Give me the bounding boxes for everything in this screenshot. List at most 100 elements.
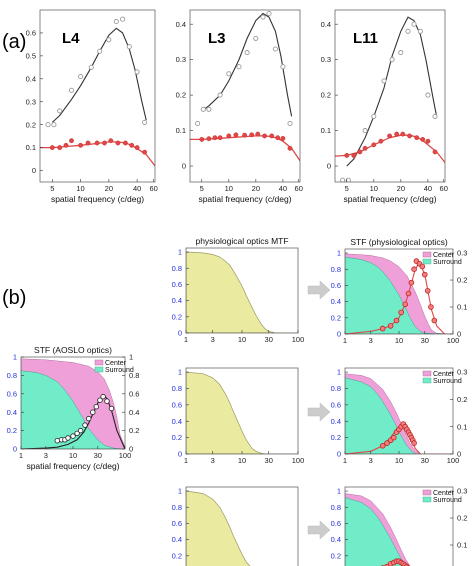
- data-point-red: [275, 135, 281, 141]
- y-tick-label: 0.6: [172, 519, 182, 528]
- data-point-red: [142, 149, 148, 155]
- mtf-area: [186, 251, 298, 333]
- y-tick-label: 0.2: [7, 426, 17, 435]
- plot-area: [186, 371, 298, 454]
- legend-swatch-center: [94, 359, 104, 366]
- chart-stf3: 13103010000.20.40.60.8100.10.20.3CenterS…: [331, 487, 467, 566]
- y-right-tick-label: 0.2: [457, 276, 467, 285]
- y-tick-label: 0.4: [321, 20, 331, 29]
- plot-area: [40, 16, 155, 167]
- x-tick-label: 40: [279, 184, 287, 193]
- data-point-gray: [226, 71, 232, 77]
- y-right-tick-label: 0.2: [129, 426, 139, 435]
- data-point-red: [394, 131, 400, 137]
- data-point-red: [262, 133, 267, 139]
- y-right-tick-label: 1: [129, 353, 133, 362]
- y-tick-label: 0.6: [7, 389, 17, 398]
- arrow-shape: [307, 402, 331, 422]
- data-point-red: [206, 136, 212, 142]
- y-tick-label: 0.2: [172, 312, 182, 321]
- y-right-tick-label: 0.6: [129, 389, 139, 398]
- y-right-tick-label: 0: [129, 445, 133, 454]
- legend-label-surround: Surround: [433, 497, 462, 504]
- plot-area: [21, 358, 125, 449]
- y-tick-label: 0.3: [176, 55, 186, 64]
- x-tick-label: 30: [421, 336, 429, 345]
- data-point-red: [102, 140, 107, 146]
- data-point-gray: [340, 177, 346, 182]
- chart-L3: 5 10 20 40 60 0 0.1 0.2 0.3 0.4 L3 spatial frequenc…: [176, 9, 303, 204]
- y-tick-label: 0: [337, 330, 341, 339]
- plot-frame: [39, 9, 156, 183]
- data-point-red: [233, 132, 239, 138]
- data-point-gray: [381, 78, 387, 84]
- data-point-gray: [280, 64, 286, 70]
- legend-label-surround: Surround: [433, 259, 462, 266]
- plot-area: [186, 251, 298, 333]
- y-tick-label: 0.8: [172, 264, 182, 273]
- chart-stf2: 1 3 10 30 10000.20.40.60.8100.10.20.3CenterS…: [331, 367, 467, 465]
- y-tick-label: 0.3: [321, 55, 331, 64]
- y-tick-label: 0.4: [172, 417, 182, 426]
- data-point-red: [69, 138, 74, 144]
- y-tick-label: 0.4: [331, 297, 341, 306]
- surround-area: [345, 497, 407, 566]
- data-point-gray: [142, 119, 148, 125]
- chart-title: STF (AOSLO optics): [34, 345, 112, 355]
- data-point-gray: [287, 120, 293, 127]
- y-tick-label: 0.5: [26, 51, 36, 60]
- data-point-red: [78, 142, 84, 148]
- mtf-area: [186, 490, 251, 566]
- x-tick-label: 10: [69, 451, 77, 460]
- data-point-red: [85, 140, 91, 146]
- data-point-gray: [97, 48, 103, 54]
- x-tick-label: 5: [50, 184, 54, 193]
- response-point: [82, 422, 88, 428]
- legend-label-surround: Surround: [105, 367, 134, 374]
- y-tick-label: 0.1: [321, 126, 331, 135]
- response-point: [393, 317, 400, 324]
- surround-area: [345, 377, 453, 454]
- mtf-area: [186, 371, 298, 454]
- x-tick-label: 40: [133, 184, 141, 193]
- response-point: [104, 398, 110, 404]
- x-tick-label: 5: [345, 184, 349, 193]
- y-tick-label: 0.2: [26, 120, 36, 129]
- y-tick-label: 1: [337, 368, 341, 377]
- series-curve-black: [51, 27, 147, 123]
- response-point: [419, 263, 426, 270]
- data-point-red: [357, 149, 363, 155]
- data-point-gray: [432, 113, 438, 119]
- panel-label-b: (b): [2, 287, 26, 309]
- data-point-red: [217, 135, 223, 141]
- legend-label-center: Center: [433, 490, 455, 497]
- response-point: [424, 287, 431, 294]
- data-point-red: [432, 149, 438, 155]
- response-point: [70, 433, 76, 439]
- data-point-gray: [272, 46, 278, 52]
- y-tick-label: 0.4: [176, 20, 186, 29]
- x-axis-label: spatial frequency (c/deg): [51, 194, 144, 204]
- response-point: [74, 430, 80, 437]
- data-point-gray: [253, 35, 259, 41]
- response-point: [387, 323, 394, 329]
- x-tick-label: 1: [343, 336, 347, 345]
- data-point-gray: [244, 50, 250, 56]
- y-tick-label: 1: [337, 249, 341, 258]
- data-point-red: [123, 140, 128, 146]
- chart-title: L3: [208, 30, 226, 47]
- arrow-shape: [307, 280, 331, 300]
- arrow-icon: [307, 402, 331, 422]
- data-point-red: [249, 132, 255, 138]
- data-point-red: [420, 136, 426, 142]
- data-point-red: [400, 131, 406, 137]
- y-right-tick-label: 0.8: [129, 371, 139, 380]
- data-point-red: [108, 138, 114, 144]
- data-point-gray: [120, 16, 126, 22]
- data-point-gray: [126, 44, 132, 50]
- response-point: [411, 266, 417, 273]
- data-point-red: [269, 133, 275, 139]
- data-point-gray: [266, 10, 272, 17]
